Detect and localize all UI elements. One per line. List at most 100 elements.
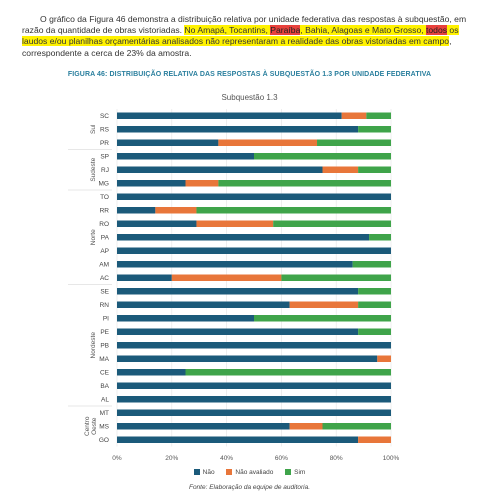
x-tick-label: 80% <box>330 455 343 462</box>
group-label-line: Sul <box>90 124 97 134</box>
x-tick-label: 40% <box>220 455 233 462</box>
bar-segment <box>117 315 254 322</box>
category-label: AC <box>100 275 109 282</box>
group-label: Sudeste <box>90 157 97 181</box>
bar-segment <box>218 180 391 187</box>
group-label-line: Oeste <box>91 417 98 435</box>
figure-title: FIGURA 46: DISTRIBUIÇÃO RELATIVA DAS RES… <box>67 71 432 78</box>
bar-segment <box>341 112 367 119</box>
bar-segment <box>358 436 391 443</box>
bar-segment <box>358 288 391 295</box>
legend-item-nao-avaliado: Não avaliado <box>226 469 273 476</box>
category-label: TO <box>100 194 109 201</box>
bar-segment <box>117 328 359 335</box>
highlight-text-1: No Amapá, Tocantins, <box>184 25 271 35</box>
group-label: CentroOeste <box>84 416 98 436</box>
category-label: PB <box>100 343 109 350</box>
bar-segment <box>117 369 186 376</box>
bar-segment <box>218 139 318 146</box>
category-label: RN <box>100 302 110 309</box>
x-tick-label: 100% <box>383 455 400 462</box>
bar-segment <box>117 139 219 146</box>
bar-segment <box>281 274 391 281</box>
stacked-bar-chart: 0% 20% 40% 60% 80% 100% SC RS PR SP RJ MG TO RR RO PA AP… <box>68 109 400 462</box>
bar-segment <box>352 261 391 268</box>
intro-paragraph: O gráfico da Figura 46 demonstra a distr… <box>22 14 482 60</box>
category-label: AP <box>100 248 109 255</box>
bar-segment <box>117 247 391 254</box>
group-label-line: Sudeste <box>90 157 97 181</box>
bar-segment <box>289 301 359 308</box>
bar-segment <box>117 274 172 281</box>
legend-item-nao: Não <box>193 469 215 476</box>
highlight-red-text-2: todos <box>426 25 448 35</box>
legend-swatch-nao-avaliado <box>226 469 233 475</box>
legend-swatch-sim <box>285 469 292 475</box>
category-label: RO <box>99 221 109 228</box>
bar-segment <box>117 220 197 227</box>
category-label: PI <box>103 316 109 323</box>
bar-segment <box>117 396 391 403</box>
bar-segment <box>117 409 391 416</box>
legend-swatch-nao <box>193 469 200 475</box>
bar-segment <box>322 166 359 173</box>
category-label: AM <box>99 262 109 269</box>
highlight-red-text-1: Paraíba <box>270 25 301 35</box>
category-label: MG <box>99 181 109 188</box>
bar-segment <box>322 423 391 430</box>
group-label-line: Centro <box>84 416 91 436</box>
bar-segment <box>185 180 219 187</box>
bar-segment <box>358 301 391 308</box>
bar-segment <box>358 328 391 335</box>
highlight-text-2: , Bahia, Alagoas e Mato Grosso, <box>300 25 427 35</box>
bar-segment <box>117 207 156 214</box>
category-label: RS <box>100 127 110 134</box>
bar-segment <box>117 180 186 187</box>
group-label-line: Nordeste <box>90 332 97 359</box>
bar-segment <box>117 288 359 295</box>
legend-item-sim: Sim <box>285 469 305 476</box>
chart-title: Subquestão 1.3 <box>221 93 278 102</box>
figure-source: Fonte: Elaboração da equipe de auditoria… <box>188 484 311 491</box>
bar-segment <box>155 207 197 214</box>
category-label: PR <box>100 140 109 147</box>
category-label: PE <box>100 329 109 336</box>
x-tick-label: 60% <box>275 455 288 462</box>
x-tick-label: 0% <box>112 455 122 462</box>
bar-segment <box>358 126 391 133</box>
category-label: RJ <box>101 167 109 174</box>
legend-label-nao: Não <box>202 469 215 476</box>
bar-segment <box>196 220 274 227</box>
category-label: PA <box>101 235 110 242</box>
bar-segment <box>117 382 391 389</box>
bar-segment <box>117 261 353 268</box>
group-label: Norte <box>90 229 97 245</box>
bar-segment <box>117 301 290 308</box>
bar-segment <box>117 153 254 160</box>
bar-segment <box>117 436 359 443</box>
legend-label-sim: Sim <box>294 469 306 476</box>
category-label: BA <box>100 383 109 390</box>
bar-segment <box>117 234 370 241</box>
bar-segment <box>117 166 323 173</box>
bar-segment <box>117 112 342 119</box>
bar-segment <box>273 220 391 227</box>
category-label: SP <box>100 154 109 161</box>
bar-segment <box>358 166 391 173</box>
group-label-line: Norte <box>90 229 97 245</box>
bar-segment <box>254 315 391 322</box>
category-label: SE <box>100 289 109 296</box>
group-label: Nordeste <box>90 332 97 359</box>
category-label: MA <box>99 356 109 363</box>
chart-legend: Não Não avaliado Sim <box>0 469 499 476</box>
bar-segment <box>185 369 391 376</box>
paragraph-text-2: , correspondente a cerca de 23% da amost… <box>22 36 452 58</box>
category-label: SC <box>100 113 109 120</box>
category-label: CE <box>100 370 110 377</box>
bar-segment <box>366 112 391 119</box>
bar-segment <box>117 342 391 349</box>
bar-segment <box>117 355 378 362</box>
bar-segment <box>171 274 282 281</box>
bar-segment <box>117 423 290 430</box>
